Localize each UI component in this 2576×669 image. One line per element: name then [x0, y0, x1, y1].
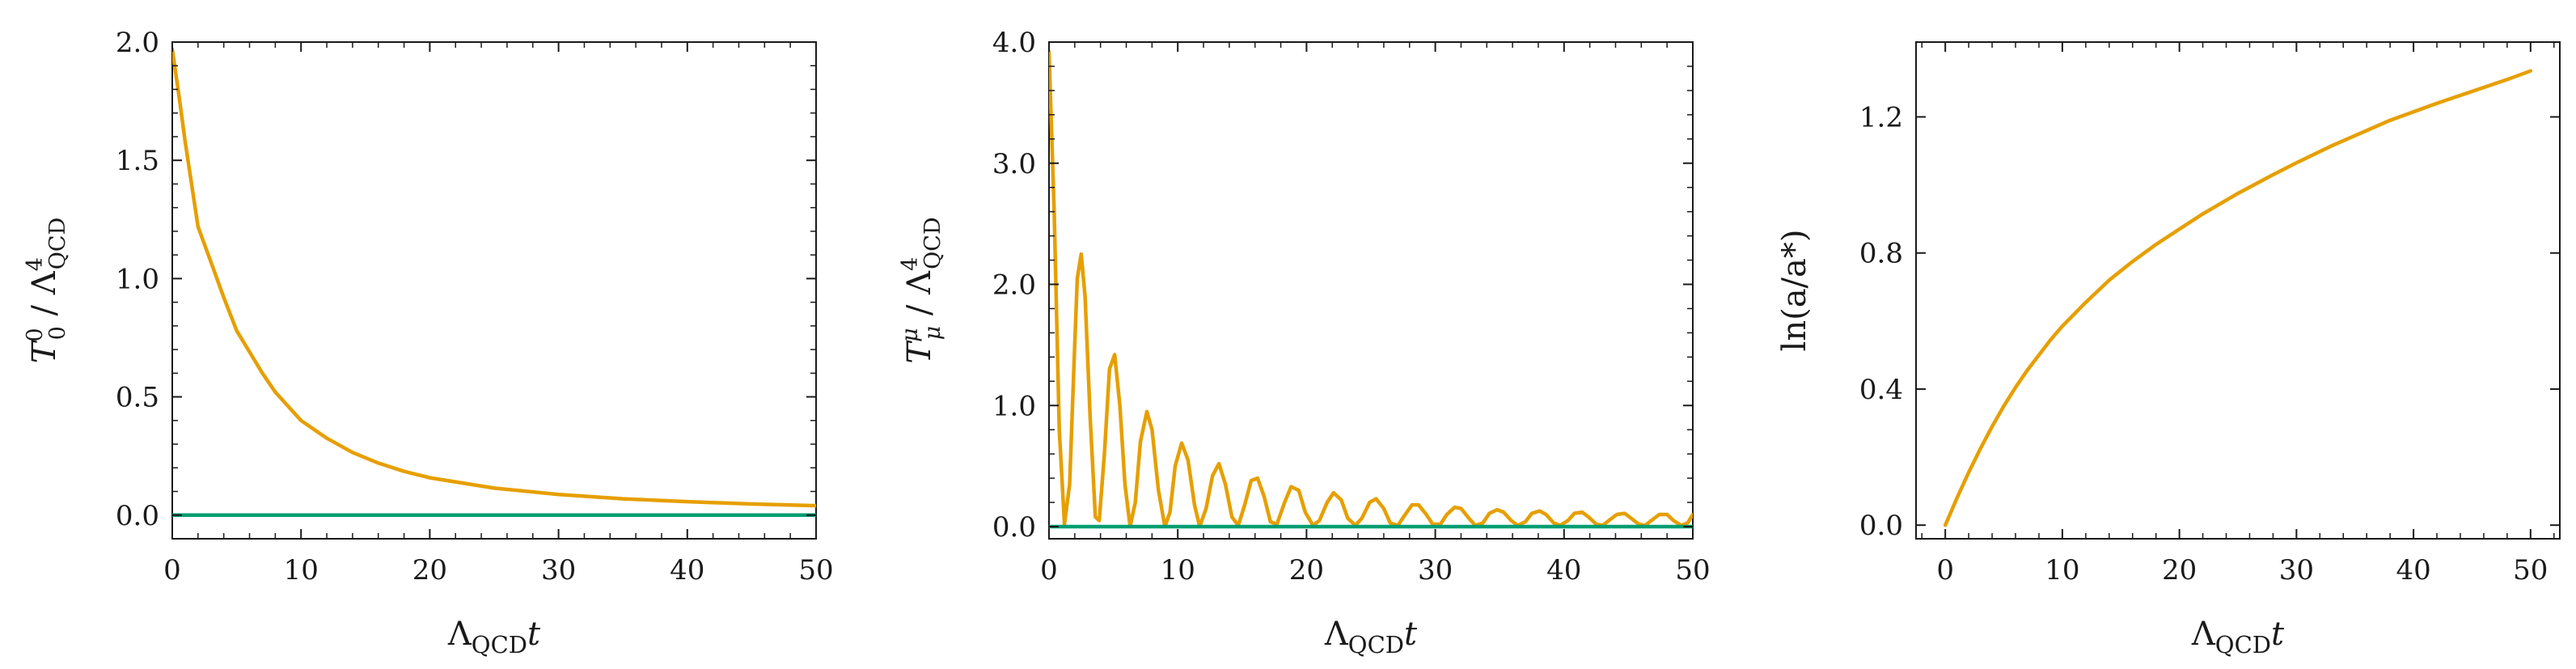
series-layer [1049, 49, 1693, 529]
y-tick-label: 3.0 [992, 148, 1036, 180]
x-tick-label: 50 [1675, 554, 1710, 586]
series-layer [172, 47, 816, 518]
series-line-1 [1049, 49, 1693, 529]
x-tick-label: 10 [2045, 554, 2079, 586]
x-axis-label: ΛQCDt [2191, 616, 2285, 658]
y-tick-label: 0.4 [1859, 374, 1903, 406]
x-tick-label: 20 [412, 554, 447, 586]
y-tick-label: 0.5 [116, 382, 159, 414]
y-tick-label: 1.0 [992, 390, 1036, 422]
tick-layer: 0 10 20 30 40 50 0.0 1.0 2.0 3.0 4.0 [992, 27, 1711, 586]
series-layer [1943, 69, 2533, 527]
x-tick-label: 40 [670, 554, 704, 586]
x-tick-label: 0 [1040, 554, 1058, 586]
x-tick-label: 0 [163, 554, 181, 586]
x-axis-label: ΛQCDt [1324, 616, 1418, 658]
x-tick-label: 40 [2396, 554, 2430, 586]
y-tick-label: 0.0 [1859, 510, 1903, 542]
panel-energy-density: 0 10 20 30 40 50 0.0 0.5 1.0 1.5 2.0 ΛQCDt T00 / Λ… [23, 27, 834, 658]
plot-frame [1048, 41, 1694, 540]
x-tick-label: 30 [1418, 554, 1453, 586]
y-tick-label: 0.0 [992, 511, 1036, 544]
series-line-1 [1943, 69, 2533, 527]
panel-trace: 0 10 20 30 40 50 0.0 1.0 2.0 3.0 4.0 ΛQCDt Tμμ / Λ… [898, 27, 1711, 658]
x-tick-label: 50 [798, 554, 833, 586]
x-tick-label: 10 [1161, 554, 1195, 586]
x-tick-label: 40 [1546, 554, 1581, 586]
x-axis-label: ΛQCDt [447, 616, 541, 658]
y-tick-label: 4.0 [992, 27, 1036, 59]
x-tick-label: 10 [284, 554, 319, 586]
plot-frame [1915, 41, 2561, 540]
x-tick-label: 30 [541, 554, 576, 586]
y-tick-label: 0.8 [1859, 238, 1903, 270]
y-tick-label: 2.0 [116, 27, 159, 59]
plot-frame [171, 41, 817, 540]
y-tick-label: 2.0 [992, 269, 1036, 302]
x-tick-label: 30 [2279, 554, 2314, 586]
panel-scale-factor: 0 10 20 30 40 50 0.0 0.4 0.8 1.2 ΛQCDt ln(a/a*) [1776, 41, 2561, 658]
x-tick-label: 0 [1936, 554, 1954, 586]
tick-layer: 0 10 20 30 40 50 0.0 0.4 0.8 1.2 [1859, 42, 2560, 586]
tick-layer: 0 10 20 30 40 50 0.0 0.5 1.0 1.5 2.0 [116, 27, 834, 586]
series-line-1 [172, 47, 816, 508]
x-tick-label: 20 [1289, 554, 1324, 586]
y-axis-label: Tμμ / Λ4QCD [898, 217, 945, 363]
x-tick-label: 50 [2513, 554, 2548, 586]
y-tick-label: 1.2 [1859, 102, 1903, 134]
y-tick-label: 0.0 [116, 500, 159, 532]
y-tick-label: 1.0 [116, 263, 159, 295]
y-axis-label: T00 / Λ4QCD [23, 218, 70, 364]
y-tick-label: 1.5 [116, 145, 159, 177]
y-axis-label: ln(a/a*) [1776, 230, 1813, 352]
x-tick-label: 20 [2162, 554, 2197, 586]
